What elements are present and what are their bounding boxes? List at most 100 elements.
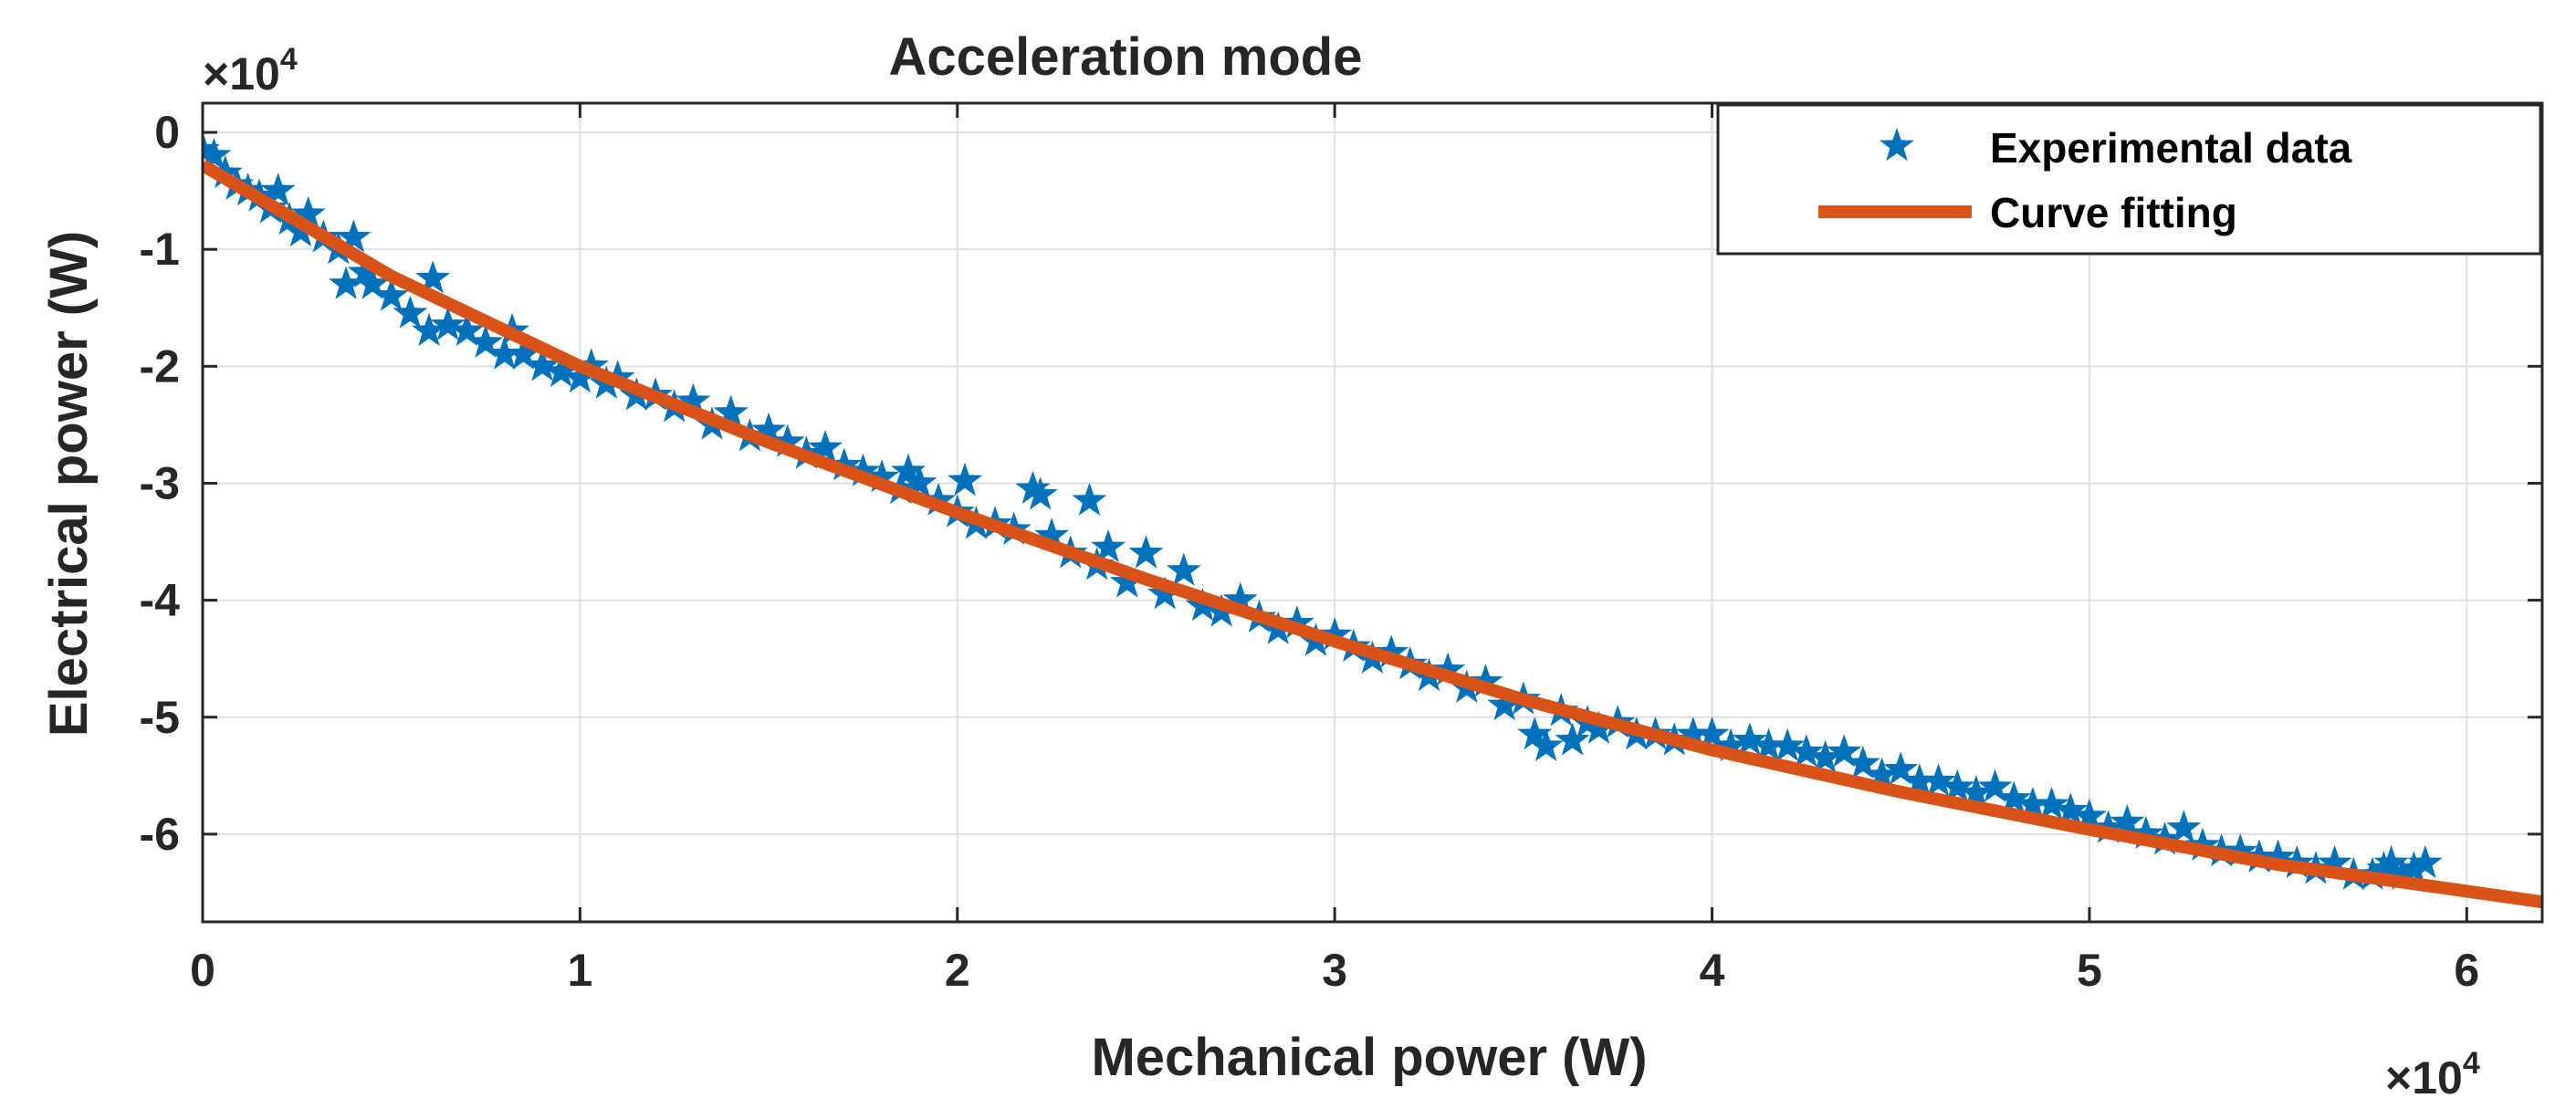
data-point xyxy=(948,462,983,497)
x-exponent-power: 4 xyxy=(2463,1046,2480,1081)
data-point xyxy=(1279,605,1314,639)
data-point xyxy=(487,336,522,370)
x-tick-label: 3 xyxy=(1322,945,1347,996)
data-point xyxy=(2166,810,2202,843)
data-point xyxy=(449,312,485,347)
data-point xyxy=(1166,552,1201,586)
y-tick-label: 0 xyxy=(154,107,180,158)
data-point xyxy=(1468,664,1503,697)
chart-title: Acceleration mode xyxy=(889,27,1363,87)
data-point xyxy=(412,312,447,347)
data-point xyxy=(1921,763,1956,797)
data-point xyxy=(1528,727,1564,761)
y-tick-label: -5 xyxy=(140,692,180,743)
x-exponent-label: ×104 xyxy=(2385,1046,2480,1103)
data-point xyxy=(2366,851,2402,884)
data-point xyxy=(770,424,805,457)
data-point xyxy=(2053,792,2089,826)
data-point xyxy=(562,360,598,393)
data-point xyxy=(1940,769,1975,802)
y-tick-labels: 0 -1 -2 -3 -4 -5 -6 xyxy=(140,107,181,860)
plot-area-frame xyxy=(201,101,2544,924)
data-point xyxy=(1827,734,1862,768)
y-tick-label: -2 xyxy=(140,340,180,392)
x-tick-label: 4 xyxy=(1700,945,1725,996)
data-point xyxy=(1732,722,1767,756)
data-point xyxy=(1015,470,1051,505)
data-point xyxy=(2317,844,2352,879)
data-point xyxy=(1996,780,2032,814)
data-point xyxy=(1713,727,1749,761)
data-point xyxy=(329,266,364,299)
fit-curve-line xyxy=(203,159,2542,909)
y-tick-label: -4 xyxy=(140,575,181,626)
x-tick-label: 1 xyxy=(567,945,592,996)
y-exponent-label: ×104 xyxy=(203,42,298,99)
data-point xyxy=(1807,739,1843,773)
data-point xyxy=(2407,844,2443,879)
data-point xyxy=(1034,518,1070,551)
data-point xyxy=(1517,716,1553,750)
data-point xyxy=(373,277,409,311)
legend: Experimental data Curve fitting xyxy=(1716,103,2542,256)
data-point xyxy=(675,382,711,416)
data-point xyxy=(2396,851,2432,884)
data-point xyxy=(1022,476,1058,510)
y-tick-label: -1 xyxy=(140,224,180,275)
data-point xyxy=(260,173,296,206)
data-point xyxy=(2110,804,2145,838)
x-tick-label: 2 xyxy=(945,945,970,996)
y-exponent-base: ×10 xyxy=(203,48,280,99)
x-tick-labels: 0 1 2 3 4 5 6 xyxy=(190,945,2479,996)
data-point xyxy=(1555,722,1590,756)
data-point xyxy=(468,324,504,358)
data-point xyxy=(1430,652,1466,685)
legend-label-curve-fitting: Curve fitting xyxy=(1990,189,2237,236)
y-tick-label: -6 xyxy=(140,809,180,860)
data-point xyxy=(430,307,466,340)
data-point xyxy=(1109,564,1145,598)
y-exponent-power: 4 xyxy=(280,42,298,77)
data-point xyxy=(1845,746,1880,779)
data-point xyxy=(2260,839,2296,873)
data-point xyxy=(1675,716,1711,750)
data-point xyxy=(1091,528,1126,563)
data-point xyxy=(543,353,579,387)
x-tick-label: 5 xyxy=(2077,945,2102,996)
data-point xyxy=(1864,757,1900,790)
data-point xyxy=(2223,833,2258,867)
data-point xyxy=(891,453,927,486)
data-point xyxy=(347,254,382,288)
data-point xyxy=(1694,716,1730,750)
data-point xyxy=(506,336,541,370)
data-point xyxy=(845,453,881,486)
data-point xyxy=(1487,686,1523,721)
data-point xyxy=(2015,786,2050,820)
data-point xyxy=(1977,769,2013,802)
x-axis-title: Mechanical power (W) xyxy=(1091,1028,1647,1087)
data-point xyxy=(902,465,937,498)
legend-label-experimental-data: Experimental data xyxy=(1990,124,2352,172)
data-point xyxy=(2128,815,2163,850)
data-point xyxy=(290,195,326,229)
data-point xyxy=(1751,727,1786,761)
data-point xyxy=(525,348,560,382)
y-axis-title: Electrical power (W) xyxy=(39,231,99,737)
data-point xyxy=(1147,576,1183,610)
legend-marker-experimental-data xyxy=(1880,128,1914,162)
legend-star-marker xyxy=(1880,128,1914,162)
legend-box xyxy=(1716,103,2542,256)
data-point xyxy=(864,459,900,493)
data-point xyxy=(713,394,749,428)
data-point xyxy=(355,266,390,299)
data-point xyxy=(1374,634,1409,668)
data-point xyxy=(1317,617,1353,651)
data-point xyxy=(1072,482,1107,516)
x-tick-label: 6 xyxy=(2454,945,2479,996)
data-point xyxy=(393,295,428,329)
plot-data xyxy=(203,131,2542,909)
x-exponent-base: ×10 xyxy=(2385,1052,2463,1103)
data-point xyxy=(1788,734,1824,768)
x-tick-label: 0 xyxy=(190,945,215,996)
